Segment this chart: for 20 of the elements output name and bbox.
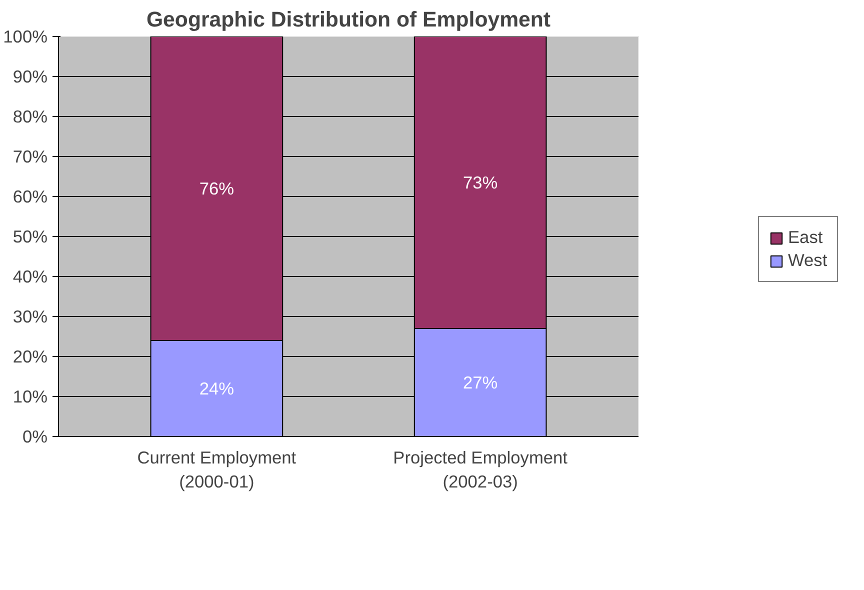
y-tick-label: 20% — [12, 346, 48, 366]
data-label: 24% — [199, 378, 234, 398]
y-tick-label: 90% — [12, 66, 48, 86]
y-tick-label: 80% — [12, 106, 48, 126]
data-label: 27% — [462, 372, 498, 392]
legend-label: West — [788, 250, 828, 271]
y-tick-label: 100% — [3, 26, 48, 46]
data-label: 73% — [462, 172, 498, 192]
y-tick-label: 70% — [12, 146, 48, 166]
chart-title: Geographic Distribution of Employment — [146, 8, 551, 32]
x-tick-label: Current Employment (2000-01) — [137, 448, 296, 492]
y-tick-label: 50% — [12, 226, 48, 246]
y-tick-label: 30% — [12, 306, 48, 326]
y-tick-label: 40% — [12, 266, 48, 286]
y-tick-label: 60% — [12, 186, 48, 206]
data-label: 76% — [199, 178, 234, 198]
y-tick-label: 0% — [22, 426, 48, 446]
y-tick-label: 10% — [12, 386, 48, 406]
x-tick-label: Projected Employment (2002-03) — [393, 448, 568, 492]
legend-label: East — [788, 227, 823, 248]
